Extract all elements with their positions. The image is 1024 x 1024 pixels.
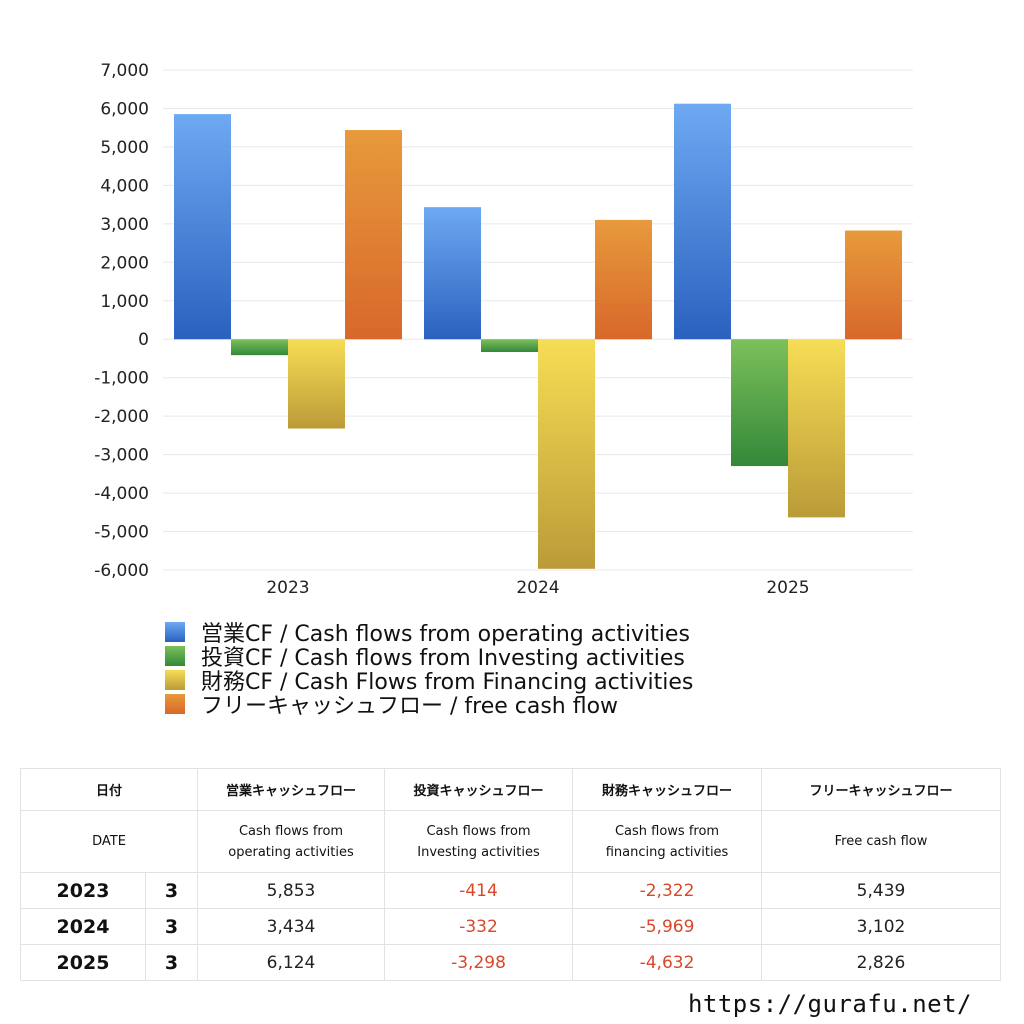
legend-item-operating: 営業CF / Cash flows from operating activit… xyxy=(165,620,693,647)
bar-operating-2023 xyxy=(174,114,231,340)
bar-free-2024 xyxy=(595,219,652,340)
legend-swatch-financing xyxy=(165,670,185,690)
table-header-row: 日付 営業キャッシュフロー 投資キャッシュフロー 財務キャッシュフロー フリーキ… xyxy=(19,768,1002,811)
subheader-financing-line2: financing activities xyxy=(605,844,729,860)
x-tick-label: 2024 xyxy=(516,578,559,598)
subheader-operating: Cash flows from operating activities xyxy=(197,810,386,873)
y-tick-label: -6,000 xyxy=(94,561,149,581)
x-tick-label: 2025 xyxy=(766,578,809,598)
subheader-operating-line2: operating activities xyxy=(228,844,354,860)
bar-free-2025 xyxy=(845,230,902,340)
bar-investing-2023 xyxy=(231,339,288,356)
legend-label-free: フリーキャッシュフロー / free cash flow xyxy=(201,694,619,719)
header-financing: 財務キャッシュフロー xyxy=(572,768,763,811)
legend-item-free: フリーキャッシュフロー / free cash flow xyxy=(165,692,693,719)
y-tick-label: -4,000 xyxy=(94,484,149,504)
subheader-investing-line2: Investing activities xyxy=(417,844,540,860)
bar-investing-2024 xyxy=(481,339,538,352)
row-operating: 3,434 xyxy=(197,908,386,945)
y-tick-label: -1,000 xyxy=(94,369,149,389)
bar-free-2023 xyxy=(345,130,402,340)
subheader-free: Free cash flow xyxy=(761,810,1002,873)
bar-financing-2023 xyxy=(288,339,345,429)
header-operating: 営業キャッシュフロー xyxy=(197,768,386,811)
row-operating: 5,853 xyxy=(197,872,386,909)
row-month: 3 xyxy=(144,944,199,981)
legend-label-operating: 営業CF / Cash flows from operating activit… xyxy=(201,622,690,647)
subheader-financing: Cash flows from financing activities xyxy=(572,810,763,873)
row-investing: -414 xyxy=(384,872,574,909)
row-free: 5,439 xyxy=(761,872,1002,909)
y-tick-label: 1,000 xyxy=(100,292,149,312)
subheader-investing: Cash flows from Investing activities xyxy=(384,810,574,873)
y-tick-label: 2,000 xyxy=(100,253,149,273)
y-tick-label: -2,000 xyxy=(94,407,149,427)
legend-item-financing: 財務CF / Cash Flows from Financing activit… xyxy=(165,668,693,695)
bars xyxy=(174,103,902,569)
bar-operating-2025 xyxy=(674,103,731,340)
subheader-financing-line1: Cash flows from xyxy=(614,823,720,839)
legend-swatch-operating xyxy=(165,622,185,642)
subheader-date: DATE xyxy=(19,810,199,873)
legend-label-investing: 投資CF / Cash flows from Investing activit… xyxy=(201,646,685,671)
table-row: 2023 3 5,853 -414 -2,322 5,439 xyxy=(20,872,1002,909)
y-tick-label: -5,000 xyxy=(94,523,149,543)
row-operating: 6,124 xyxy=(197,944,386,981)
y-tick-label: 6,000 xyxy=(100,99,149,119)
row-year: 2025 xyxy=(20,944,146,981)
chart-legend: 営業CF / Cash flows from operating activit… xyxy=(165,620,693,719)
row-month: 3 xyxy=(144,872,199,909)
bar-financing-2025 xyxy=(788,339,845,518)
table-subheader-row: DATE Cash flows from operating activitie… xyxy=(19,810,1002,873)
row-investing: -3,298 xyxy=(384,944,574,981)
subheader-investing-line1: Cash flows from xyxy=(426,823,531,839)
row-year: 2024 xyxy=(20,908,146,945)
row-free: 3,102 xyxy=(761,908,1002,945)
table-row: 2024 3 3,434 -332 -5,969 3,102 xyxy=(20,908,1002,945)
subheader-operating-line1: Cash flows from xyxy=(238,823,344,839)
header-free: フリーキャッシュフロー xyxy=(761,768,1002,811)
y-tick-label: -3,000 xyxy=(94,446,149,466)
table-row: 2025 3 6,124 -3,298 -4,632 2,826 xyxy=(20,944,1002,981)
legend-item-investing: 投資CF / Cash flows from Investing activit… xyxy=(165,644,693,671)
header-date: 日付 xyxy=(19,768,199,811)
bar-financing-2024 xyxy=(538,339,595,569)
legend-swatch-free xyxy=(165,694,185,714)
row-month: 3 xyxy=(144,908,199,945)
y-tick-label: 7,000 xyxy=(100,61,149,81)
y-axis-ticks: 7,000 6,000 5,000 4,000 3,000 2,000 1,000 0 -1,0… xyxy=(94,61,149,581)
row-free: 2,826 xyxy=(761,944,1002,981)
y-tick-label: 3,000 xyxy=(100,215,149,235)
bar-operating-2024 xyxy=(424,207,481,340)
y-tick-label: 5,000 xyxy=(100,138,149,158)
bar-investing-2025 xyxy=(731,339,788,467)
y-tick-label: 0 xyxy=(138,330,149,350)
legend-label-financing: 財務CF / Cash Flows from Financing activit… xyxy=(201,670,694,695)
row-year: 2023 xyxy=(20,872,146,909)
legend-swatch-investing xyxy=(165,646,185,666)
row-financing: -4,632 xyxy=(572,944,763,981)
cash-flow-bar-chart: 7,000 6,000 5,000 4,000 3,000 2,000 1,000 0 -1,0… xyxy=(94,61,913,598)
row-investing: -332 xyxy=(384,908,574,945)
y-tick-label: 4,000 xyxy=(100,176,149,196)
row-financing: -5,969 xyxy=(572,908,763,945)
x-axis-ticks: 2023 2024 2025 xyxy=(266,578,809,598)
row-financing: -2,322 xyxy=(572,872,763,909)
cash-flow-table: 日付 営業キャッシュフロー 投資キャッシュフロー 財務キャッシュフロー フリーキ… xyxy=(19,768,1002,981)
header-investing: 投資キャッシュフロー xyxy=(384,768,574,811)
x-tick-label: 2023 xyxy=(266,578,309,598)
site-url-watermark: https://gurafu.net/ xyxy=(687,990,972,1018)
